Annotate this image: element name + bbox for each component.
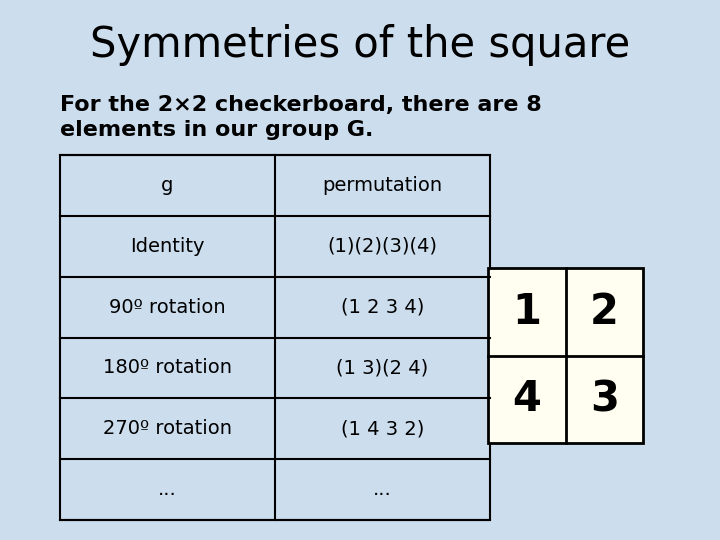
Text: For the 2×2 checkerboard, there are 8: For the 2×2 checkerboard, there are 8 bbox=[60, 95, 541, 115]
Text: ...: ... bbox=[158, 480, 177, 499]
Text: (1)(2)(3)(4): (1)(2)(3)(4) bbox=[328, 237, 438, 256]
Text: 3: 3 bbox=[590, 378, 618, 420]
Text: ...: ... bbox=[373, 480, 392, 499]
Text: Symmetries of the square: Symmetries of the square bbox=[90, 24, 630, 66]
FancyBboxPatch shape bbox=[488, 268, 643, 443]
Text: permutation: permutation bbox=[323, 176, 443, 195]
Text: 180º rotation: 180º rotation bbox=[103, 359, 232, 377]
Text: Identity: Identity bbox=[130, 237, 204, 256]
Text: 2: 2 bbox=[590, 291, 618, 333]
Text: 270º rotation: 270º rotation bbox=[103, 419, 232, 438]
Text: (1 4 3 2): (1 4 3 2) bbox=[341, 419, 424, 438]
Text: (1 3)(2 4): (1 3)(2 4) bbox=[336, 359, 428, 377]
Text: (1 2 3 4): (1 2 3 4) bbox=[341, 298, 424, 316]
Text: elements in our group G.: elements in our group G. bbox=[60, 120, 374, 140]
Text: 1: 1 bbox=[512, 291, 541, 333]
Text: 4: 4 bbox=[513, 378, 541, 420]
Text: 90º rotation: 90º rotation bbox=[109, 298, 226, 316]
FancyBboxPatch shape bbox=[60, 155, 490, 520]
Text: g: g bbox=[161, 176, 174, 195]
